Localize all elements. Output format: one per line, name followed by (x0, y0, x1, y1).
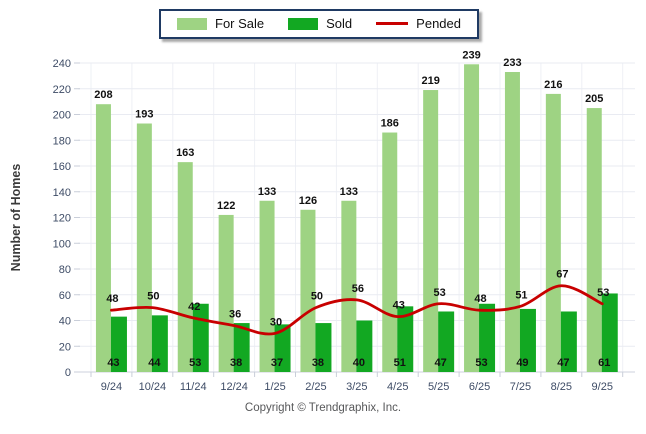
svg-text:38: 38 (230, 357, 242, 369)
for-sale-swatch-icon (177, 17, 207, 30)
svg-text:48: 48 (474, 293, 486, 305)
svg-text:30: 30 (270, 316, 282, 328)
svg-text:0: 0 (65, 367, 71, 379)
svg-text:140: 140 (53, 187, 71, 199)
svg-text:205: 205 (585, 93, 603, 105)
svg-text:51: 51 (394, 357, 406, 369)
svg-text:3/25: 3/25 (346, 381, 367, 393)
svg-text:186: 186 (381, 118, 399, 130)
svg-text:1/25: 1/25 (264, 381, 285, 393)
svg-text:120: 120 (53, 213, 71, 225)
svg-text:9/24: 9/24 (101, 381, 122, 393)
svg-text:133: 133 (340, 186, 358, 198)
legend-item-for-sale: For Sale (177, 16, 264, 31)
svg-text:100: 100 (53, 238, 71, 250)
svg-text:6/25: 6/25 (469, 381, 490, 393)
svg-text:126: 126 (299, 195, 317, 207)
svg-text:220: 220 (53, 84, 71, 96)
svg-text:48: 48 (106, 293, 118, 305)
svg-text:Number of Homes: Number of Homes (9, 164, 23, 272)
svg-text:53: 53 (475, 357, 487, 369)
svg-text:50: 50 (311, 291, 323, 303)
svg-text:40: 40 (353, 357, 365, 369)
svg-text:38: 38 (312, 357, 324, 369)
svg-text:44: 44 (148, 357, 161, 369)
svg-text:10/24: 10/24 (139, 381, 167, 393)
svg-text:56: 56 (352, 283, 364, 295)
svg-text:61: 61 (598, 357, 610, 369)
svg-text:51: 51 (515, 289, 527, 301)
svg-text:200: 200 (53, 110, 71, 122)
svg-text:53: 53 (597, 287, 609, 299)
svg-text:60: 60 (59, 290, 71, 302)
svg-text:49: 49 (516, 357, 528, 369)
pended-legend-label: Pended (416, 16, 461, 31)
svg-text:43: 43 (393, 300, 405, 312)
svg-text:160: 160 (53, 161, 71, 173)
svg-text:133: 133 (258, 186, 276, 198)
svg-text:80: 80 (59, 264, 71, 276)
svg-text:47: 47 (557, 357, 569, 369)
svg-text:67: 67 (556, 269, 568, 281)
svg-text:239: 239 (462, 49, 480, 61)
svg-text:53: 53 (189, 357, 201, 369)
svg-text:208: 208 (94, 89, 112, 101)
svg-text:8/25: 8/25 (551, 381, 572, 393)
chart-legend: For Sale Sold Pended (159, 9, 479, 39)
svg-text:47: 47 (435, 357, 447, 369)
svg-text:20: 20 (59, 341, 71, 353)
footer-copyright: Copyright © Trendgraphix, Inc. (244, 402, 402, 414)
svg-text:4/25: 4/25 (387, 381, 408, 393)
svg-text:37: 37 (271, 357, 283, 369)
svg-text:36: 36 (229, 309, 241, 321)
svg-text:193: 193 (135, 109, 153, 121)
svg-text:12/24: 12/24 (220, 381, 248, 393)
svg-text:42: 42 (188, 301, 200, 313)
svg-text:5/25: 5/25 (428, 381, 449, 393)
sold-swatch-icon (288, 17, 319, 30)
svg-text:122: 122 (217, 200, 235, 212)
svg-text:11/24: 11/24 (180, 381, 207, 393)
svg-text:233: 233 (503, 57, 521, 69)
svg-text:50: 50 (147, 291, 159, 303)
svg-text:7/25: 7/25 (510, 381, 531, 393)
svg-text:240: 240 (53, 58, 71, 70)
svg-text:9/25: 9/25 (592, 381, 613, 393)
svg-text:219: 219 (421, 75, 439, 87)
legend-item-pended: Pended (376, 16, 461, 31)
sold-legend-label: Sold (326, 16, 353, 31)
svg-text:163: 163 (176, 147, 194, 159)
svg-text:40: 40 (59, 316, 71, 328)
svg-text:2/25: 2/25 (305, 381, 326, 393)
svg-text:216: 216 (544, 79, 562, 91)
svg-text:53: 53 (434, 287, 446, 299)
for-sale-legend-label: For Sale (215, 16, 265, 31)
legend-item-sold: Sold (288, 16, 352, 31)
svg-text:180: 180 (53, 135, 71, 147)
svg-text:43: 43 (107, 357, 119, 369)
pended-line-swatch-icon (376, 22, 409, 25)
